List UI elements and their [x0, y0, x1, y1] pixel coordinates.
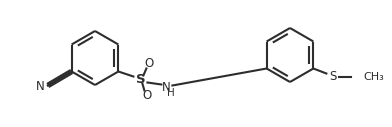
- Text: S: S: [136, 73, 145, 86]
- Text: S: S: [330, 70, 337, 83]
- Text: O: O: [145, 57, 154, 70]
- Text: H: H: [167, 89, 174, 99]
- Text: CH₃: CH₃: [363, 72, 384, 82]
- Text: O: O: [143, 89, 152, 102]
- Text: N: N: [162, 81, 171, 94]
- Text: N: N: [35, 80, 44, 93]
